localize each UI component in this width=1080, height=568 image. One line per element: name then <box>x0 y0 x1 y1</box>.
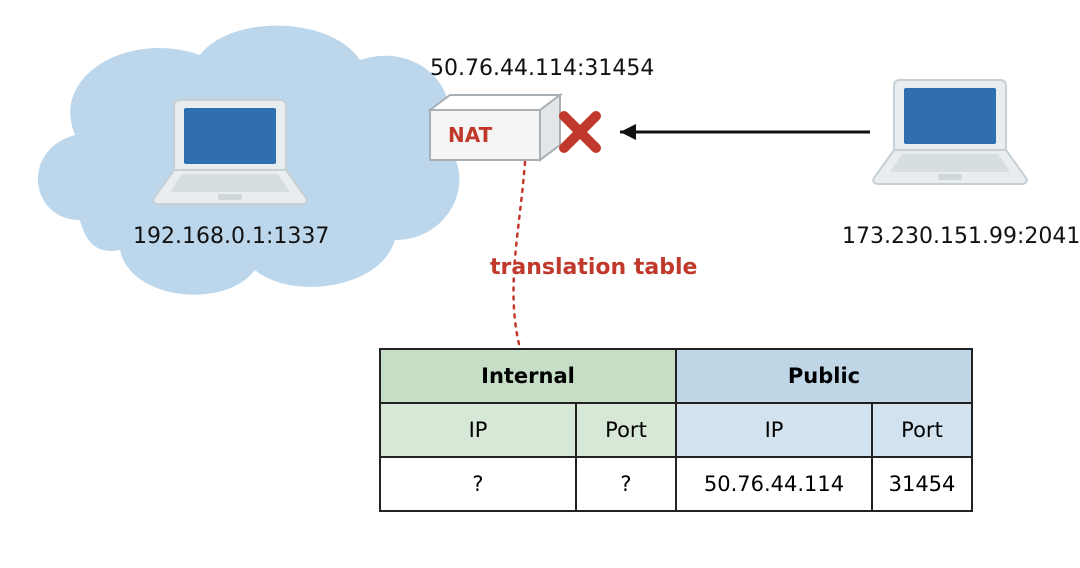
table-header-row: Internal Public <box>380 349 972 403</box>
header-public: Public <box>676 349 972 403</box>
cell-public-ip: 50.76.44.114 <box>676 457 872 511</box>
subheader-public-port: Port <box>872 403 972 457</box>
diagram-stage: 192.168.0.1:1337 173.230.151.99:20411 50… <box>0 0 1080 568</box>
nat-public-label: 50.76.44.114:31454 <box>430 56 654 81</box>
translation-table: Internal Public IP Port IP Port ? ? 50.7… <box>379 348 973 512</box>
right-laptop-icon <box>873 80 1027 184</box>
cell-internal-ip: ? <box>380 457 576 511</box>
right-host-label: 173.230.151.99:20411 <box>842 224 1080 249</box>
subheader-public-ip: IP <box>676 403 872 457</box>
nat-box-label: NAT <box>448 123 492 147</box>
arrow-right-to-nat <box>620 124 870 140</box>
subheader-internal-ip: IP <box>380 403 576 457</box>
cell-internal-port: ? <box>576 457 676 511</box>
translation-table-label: translation table <box>490 255 697 280</box>
left-laptop-icon <box>153 100 307 204</box>
x-mark-icon <box>564 116 596 148</box>
table-row: ? ? 50.76.44.114 31454 <box>380 457 972 511</box>
table-subheader-row: IP Port IP Port <box>380 403 972 457</box>
header-internal: Internal <box>380 349 676 403</box>
cell-public-port: 31454 <box>872 457 972 511</box>
subheader-internal-port: Port <box>576 403 676 457</box>
left-host-label: 192.168.0.1:1337 <box>133 224 329 249</box>
